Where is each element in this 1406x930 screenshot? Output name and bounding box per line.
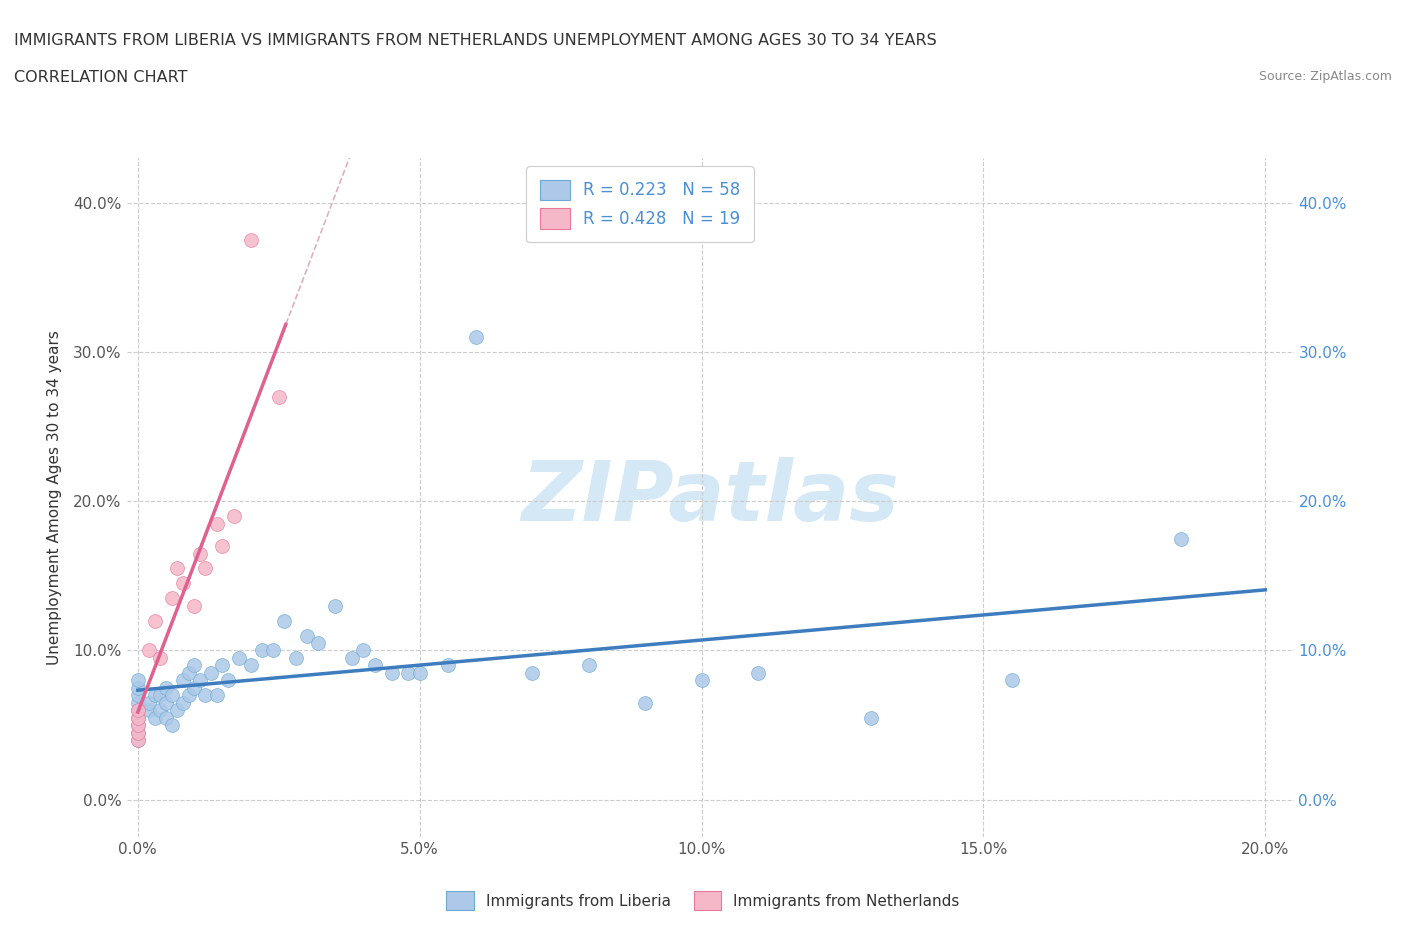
Text: ZIPatlas: ZIPatlas [522,457,898,538]
Point [200,666,222,681]
Point [138,643,160,658]
Point [267,390,290,405]
Point [228,650,250,665]
Point [127,718,149,733]
Point [859,711,882,725]
Point [127,703,149,718]
Point [127,703,149,718]
Point [127,673,149,688]
Point [160,591,183,605]
Point [363,658,385,672]
Point [211,658,233,672]
Point [437,658,460,672]
Point [138,696,160,711]
Point [465,330,488,345]
Point [127,725,149,740]
Point [340,650,363,665]
Point [177,688,200,703]
Text: CORRELATION CHART: CORRELATION CHART [14,70,187,85]
Point [166,561,188,576]
Point [177,666,200,681]
Point [149,703,172,718]
Point [155,711,177,725]
Point [127,725,149,740]
Point [149,688,172,703]
Point [143,711,166,725]
Point [284,650,307,665]
Point [747,666,769,681]
Point [217,673,239,688]
Point [262,643,284,658]
Point [380,666,402,681]
Point [205,688,228,703]
Point [127,688,149,703]
Point [172,576,194,591]
Point [396,666,419,681]
Point [323,598,346,613]
Point [172,673,194,688]
Point [172,696,194,711]
Point [183,658,205,672]
Point [155,681,177,696]
Point [143,688,166,703]
Point [1001,673,1024,688]
Point [160,688,183,703]
Point [634,696,657,711]
Point [194,688,217,703]
Point [188,546,211,561]
Point [183,681,205,696]
Point [127,681,149,696]
Text: IMMIGRANTS FROM LIBERIA VS IMMIGRANTS FROM NETHERLANDS UNEMPLOYMENT AMONG AGES 3: IMMIGRANTS FROM LIBERIA VS IMMIGRANTS FR… [14,33,936,47]
Point [222,509,245,524]
Point [205,516,228,531]
Point [188,673,211,688]
Point [127,733,149,748]
Point [138,703,160,718]
Point [250,643,273,658]
Legend: R = 0.223   N = 58, R = 0.428   N = 19: R = 0.223 N = 58, R = 0.428 N = 19 [526,166,754,242]
Point [522,666,544,681]
Point [239,232,262,247]
Text: Source: ZipAtlas.com: Source: ZipAtlas.com [1258,70,1392,83]
Point [409,666,432,681]
Legend: Immigrants from Liberia, Immigrants from Netherlands: Immigrants from Liberia, Immigrants from… [439,884,967,918]
Point [183,598,205,613]
Y-axis label: Unemployment Among Ages 30 to 34 years: Unemployment Among Ages 30 to 34 years [46,330,62,665]
Point [149,650,172,665]
Point [690,673,713,688]
Point [143,613,166,628]
Point [1170,531,1192,546]
Point [155,696,177,711]
Point [273,613,295,628]
Point [307,635,329,650]
Point [166,703,188,718]
Point [127,711,149,725]
Point [127,711,149,725]
Point [127,718,149,733]
Point [211,538,233,553]
Point [160,718,183,733]
Point [295,628,318,643]
Point [578,658,600,672]
Point [194,561,217,576]
Point [127,696,149,711]
Point [127,733,149,748]
Point [352,643,374,658]
Point [239,658,262,672]
